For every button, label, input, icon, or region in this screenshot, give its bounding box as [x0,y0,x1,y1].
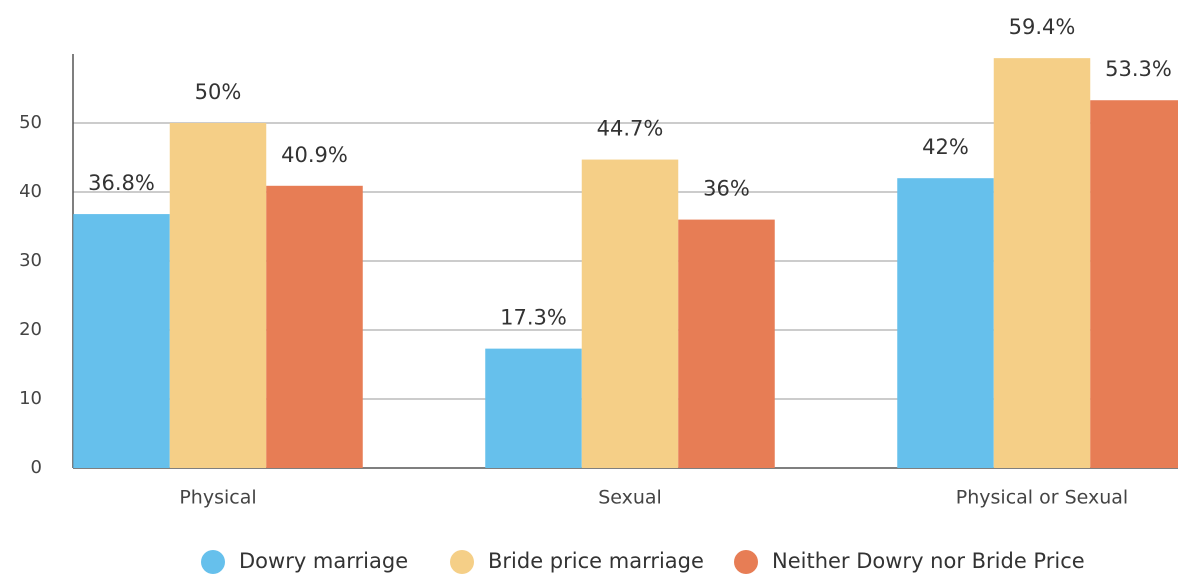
legend-swatch [450,550,474,574]
value-label: 53.3% [1105,57,1172,81]
bar [266,185,363,469]
legend-label: Neither Dowry nor Bride Price [772,549,1085,573]
bar [993,58,1091,468]
y-tick-label: 20 [19,319,42,340]
bar [897,178,994,468]
bar [169,123,267,468]
x-tick-label: Sexual [598,487,662,509]
x-tick-label: Physical [179,487,256,509]
value-label: 44.7% [597,117,664,141]
value-label: 17.3% [500,306,567,330]
value-label: 40.9% [281,143,348,167]
bar [1090,100,1178,468]
y-tick-label: 40 [19,181,42,202]
y-tick-label: 10 [19,388,42,409]
value-label: 36.8% [88,171,155,195]
bar [678,219,775,468]
value-label: 50% [195,80,242,104]
legend-swatch [201,550,225,574]
bar [485,348,582,468]
y-tick-label: 30 [19,250,42,271]
y-tick-label: 50 [19,112,42,133]
legend-swatch [734,550,758,574]
value-label: 36% [703,177,750,201]
bar [581,159,679,468]
value-label: 59.4% [1009,15,1076,39]
y-tick-label: 0 [31,457,42,478]
value-label: 42% [922,135,969,159]
legend-label: Dowry marriage [239,549,408,573]
legend-label: Bride price marriage [488,549,704,573]
x-tick-label: Physical or Sexual [956,487,1128,509]
bar [73,214,170,468]
